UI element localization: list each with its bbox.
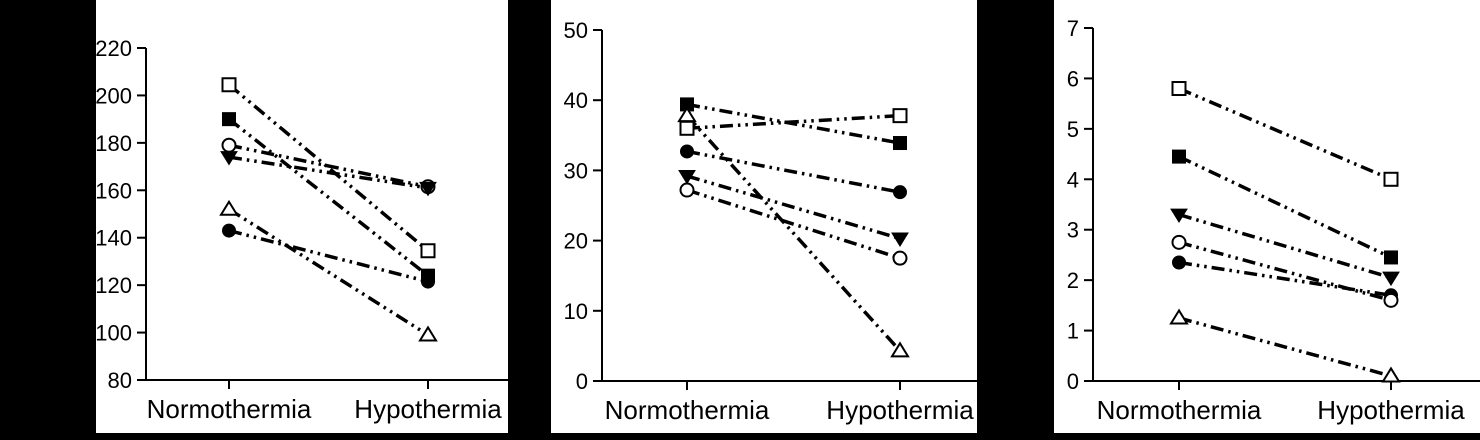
y-tick-label: 160 <box>96 178 132 203</box>
filled-circle-marker <box>222 223 236 238</box>
filled-triangle-down-marker <box>220 151 238 166</box>
y-tick-label: 80 <box>108 368 132 393</box>
filled-square-marker <box>893 136 907 151</box>
series-line-open-triangle-up <box>1178 316 1392 378</box>
filled-triangle-down-marker <box>1382 271 1400 287</box>
series-line-open-square <box>227 83 430 253</box>
chart-panel-right: 0 1 2 3 4 5 6 7 Normothermia Hypothermia <box>1054 0 1480 433</box>
y-tick-label: 0 <box>1067 369 1079 394</box>
open-square-marker <box>679 120 695 136</box>
filled-circle-marker <box>680 144 694 159</box>
open-triangle-up-marker <box>418 325 438 342</box>
x-category-label: Hypothermia <box>1317 395 1465 425</box>
y-tick-label: 50 <box>564 18 588 43</box>
series-line-open-triangle-up <box>685 114 902 352</box>
open-triangle-up-marker <box>890 341 910 358</box>
open-triangle-up-marker <box>219 199 239 216</box>
filled-triangle-down-marker <box>419 181 437 197</box>
y-tick-label: 200 <box>96 83 132 108</box>
chart-panel-middle: 0 10 20 30 40 50 Normothermia Hypothermia <box>551 0 977 433</box>
series-line-filled-triangle-down <box>228 155 429 190</box>
filled-circle-marker <box>1172 255 1186 270</box>
slope-chart-left: 80 100 120 140 160 180 200 220 Normothermia Hypot… <box>96 36 508 424</box>
series-line-filled-circle <box>686 149 901 194</box>
x-category-label: Hypothermia <box>826 395 974 425</box>
y-tick-label: 7 <box>1067 16 1079 41</box>
open-square-marker <box>892 108 908 124</box>
filled-circle-marker <box>893 185 907 200</box>
filled-square-marker <box>1172 149 1186 164</box>
series-line-filled-triangle-down <box>1178 212 1392 280</box>
filled-triangle-down-marker <box>891 232 909 247</box>
chart-panel-left: 80 100 120 140 160 180 200 220 Normothermia Hypot… <box>96 0 508 433</box>
x-category-label: Normothermia <box>147 394 312 424</box>
y-tick-label: 10 <box>564 299 588 324</box>
open-square-marker <box>1171 81 1187 97</box>
slope-chart-middle: 0 10 20 30 40 50 Normothermia Hypothermia <box>564 18 977 425</box>
open-circle-marker <box>892 250 908 266</box>
series-line-filled-square <box>227 117 430 278</box>
open-square-marker <box>221 77 237 93</box>
series-line-open-circle <box>1178 240 1392 303</box>
open-circle-marker <box>679 182 695 198</box>
series-line-open-circle <box>686 188 901 260</box>
open-circle-marker <box>1383 292 1399 308</box>
slope-chart-right: 0 1 2 3 4 5 6 7 Normothermia Hypothermia <box>1067 16 1480 425</box>
y-tick-label: 140 <box>96 226 132 251</box>
y-tick-label: 120 <box>96 273 132 298</box>
y-tick-label: 40 <box>564 88 588 113</box>
series-line-open-circle <box>228 143 429 189</box>
filled-triangle-down-marker <box>1170 208 1188 224</box>
filled-circle-marker <box>421 274 435 289</box>
open-triangle-up-marker <box>677 106 697 123</box>
y-tick-label: 100 <box>96 321 132 346</box>
y-tick-label: 6 <box>1067 66 1079 91</box>
series-line-open-square <box>1178 86 1392 181</box>
x-category-label: Normothermia <box>605 395 770 425</box>
x-category-label: Hypothermia <box>354 394 502 424</box>
y-tick-label: 180 <box>96 131 132 156</box>
y-tick-label: 220 <box>96 36 132 61</box>
series-line-filled-circle <box>228 228 429 284</box>
filled-triangle-down-marker <box>678 170 696 185</box>
filled-square-marker <box>222 112 236 127</box>
y-tick-label: 4 <box>1067 167 1079 192</box>
y-tick-label: 5 <box>1067 117 1079 142</box>
filled-square-marker <box>1384 250 1398 265</box>
y-tick-label: 1 <box>1067 319 1079 344</box>
y-tick-label: 3 <box>1067 218 1079 243</box>
y-tick-label: 0 <box>576 369 588 394</box>
open-triangle-up-marker <box>1169 308 1189 325</box>
series-line-filled-square <box>1178 155 1392 260</box>
open-triangle-up-marker <box>1381 366 1401 383</box>
open-square-marker <box>1383 171 1399 187</box>
y-tick-label: 30 <box>564 158 588 183</box>
series-line-open-triangle-up <box>228 207 429 337</box>
series-line-filled-square <box>686 102 901 145</box>
series-line-filled-triangle-down <box>686 174 901 241</box>
open-circle-marker <box>1171 234 1187 250</box>
y-tick-label: 20 <box>564 229 588 254</box>
open-square-marker <box>420 243 436 259</box>
series-line-filled-circle <box>1178 260 1392 298</box>
open-circle-marker <box>221 137 237 153</box>
x-category-label: Normothermia <box>1097 395 1262 425</box>
y-tick-label: 2 <box>1067 268 1079 293</box>
